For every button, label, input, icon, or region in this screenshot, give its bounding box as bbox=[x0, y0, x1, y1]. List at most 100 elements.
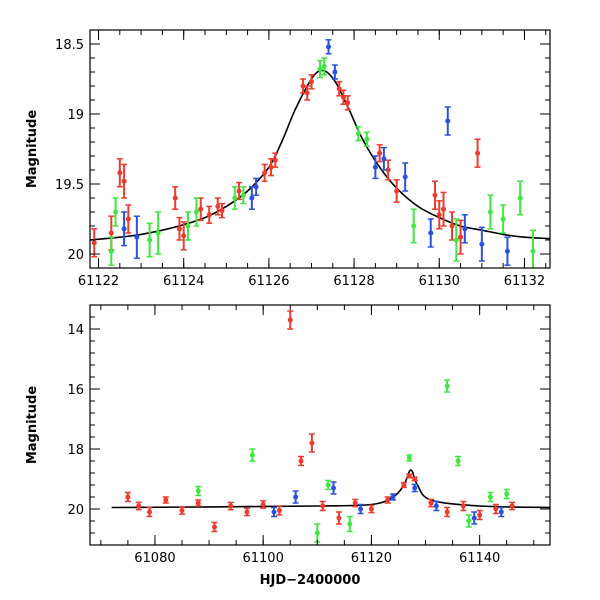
top-blue-data-point bbox=[504, 236, 511, 266]
top-green-data-point bbox=[500, 204, 507, 234]
top-green-data-point bbox=[108, 236, 115, 266]
top-blue-data-point bbox=[372, 155, 379, 180]
top-x-tick-label: 61122 bbox=[78, 274, 119, 289]
top-green-data-point bbox=[355, 125, 362, 142]
bottom-y-tick-label: 18 bbox=[67, 443, 84, 458]
top-red-data-point bbox=[121, 163, 128, 199]
top-y-tick-label: 18.5 bbox=[55, 38, 84, 53]
top-blue-data-point bbox=[331, 64, 338, 80]
bottom-green-data-point bbox=[314, 523, 321, 543]
bottom-blue-data-point bbox=[498, 506, 505, 518]
top-green-data-point bbox=[453, 218, 460, 262]
bottom-blue-data-point bbox=[330, 481, 337, 495]
top-red-data-point bbox=[304, 85, 311, 101]
bottom-red-data-point bbox=[427, 498, 434, 508]
top-model-curve bbox=[90, 69, 550, 241]
top-green-data-point bbox=[529, 229, 536, 268]
top-x-tick-label: 61124 bbox=[163, 274, 204, 289]
top-green-data-point bbox=[363, 131, 370, 147]
top-green-data-point bbox=[155, 211, 162, 255]
top-green-data-point bbox=[317, 60, 323, 79]
top-red-data-point bbox=[344, 95, 351, 111]
top-x-tick-label: 61128 bbox=[333, 274, 374, 289]
top-green-data-point bbox=[517, 180, 524, 216]
top-red-data-point bbox=[236, 181, 243, 201]
bottom-green-data-point bbox=[406, 454, 413, 462]
top-blue-data-point bbox=[380, 146, 387, 171]
top-green-data-point bbox=[487, 194, 494, 230]
bottom-red-data-point bbox=[492, 503, 499, 515]
top-red-data-point bbox=[91, 228, 98, 258]
top-red-data-point bbox=[180, 221, 187, 251]
top-axis-ticks: 61122 61124 61126 61128 61130 61132 18.5 19 19.5… bbox=[55, 29, 550, 289]
top-green-data-point bbox=[231, 186, 238, 210]
bottom-blue-data-point bbox=[433, 500, 440, 512]
bottom-y-axis-label: Magnitude bbox=[25, 386, 40, 465]
top-green-data-point bbox=[184, 211, 191, 241]
bottom-red-data-point bbox=[146, 506, 153, 518]
top-red-data-point bbox=[308, 74, 315, 90]
top-green-data-point bbox=[193, 197, 200, 227]
top-green-data-point bbox=[321, 57, 328, 76]
top-red-data-point bbox=[336, 81, 343, 97]
bottom-red-data-point bbox=[287, 310, 294, 330]
top-red-data-point bbox=[440, 191, 447, 227]
top-red-data-point bbox=[206, 205, 213, 224]
top-blue-data-point bbox=[253, 177, 260, 196]
bottom-blue-data-point bbox=[357, 503, 364, 515]
top-blue-data-point bbox=[427, 218, 434, 248]
bottom-red-data-point bbox=[195, 499, 202, 507]
bottom-red-data-point bbox=[179, 506, 185, 515]
bottom-green-data-point bbox=[487, 491, 494, 503]
bottom-red-data-point bbox=[135, 501, 142, 511]
bottom-red-data-point bbox=[476, 509, 483, 521]
top-red-data-point bbox=[172, 186, 179, 210]
top-blue-data-point bbox=[478, 226, 485, 262]
top-x-tick-label: 61126 bbox=[248, 274, 289, 289]
top-red-data-point bbox=[340, 89, 347, 105]
bottom-x-tick-label: 61080 bbox=[134, 551, 175, 566]
bottom-red-data-point bbox=[411, 476, 418, 482]
top-x-tick-label: 61132 bbox=[504, 274, 545, 289]
top-red-data-point bbox=[125, 204, 132, 234]
bottom-green-data-point bbox=[195, 485, 202, 497]
top-plot-frame bbox=[89, 29, 551, 269]
bottom-green-data-point bbox=[503, 488, 510, 500]
bottom-red-data-point bbox=[400, 481, 407, 489]
bottom-red-data-point bbox=[384, 496, 391, 504]
bottom-green-data-point bbox=[325, 479, 332, 491]
top-red-data-point bbox=[474, 138, 481, 168]
bottom-x-tick-label: 61140 bbox=[459, 551, 500, 566]
top-red-data-point bbox=[272, 152, 279, 168]
bottom-x-axis-label: HJD−2400000 bbox=[260, 573, 361, 588]
bottom-blue-data-point bbox=[292, 490, 299, 504]
top-red-data-point bbox=[197, 197, 204, 222]
bottom-red-data-point bbox=[335, 511, 342, 525]
top-green-data-point bbox=[112, 197, 119, 227]
bottom-red-data-point bbox=[460, 500, 467, 512]
bottom-plot-marks bbox=[111, 310, 550, 543]
bottom-red-data-point bbox=[260, 500, 267, 509]
bottom-green-data-point bbox=[444, 379, 451, 393]
top-y-tick-label: 19.5 bbox=[55, 178, 84, 193]
bottom-x-tick-label: 61100 bbox=[242, 551, 283, 566]
bottom-y-tick-label: 16 bbox=[67, 383, 84, 398]
top-blue-data-point bbox=[461, 214, 468, 244]
top-red-data-point bbox=[393, 179, 400, 203]
bottom-axis-ticks: 61080 61100 61120 61140 14 16 18 20 bbox=[67, 304, 550, 566]
bottom-red-data-point bbox=[368, 504, 375, 514]
bottom-green-data-point bbox=[346, 515, 353, 533]
top-red-data-point bbox=[432, 180, 438, 210]
bottom-light-curve-panel: 61080 61100 61120 61140 14 16 18 20 Magnitude H… bbox=[25, 304, 551, 588]
bottom-y-tick-label: 14 bbox=[67, 323, 84, 338]
bottom-blue-data-point bbox=[271, 506, 277, 518]
top-red-data-point bbox=[219, 202, 226, 219]
top-red-data-point bbox=[299, 78, 306, 94]
top-green-data-point bbox=[146, 222, 153, 258]
bottom-red-data-point bbox=[227, 501, 234, 511]
top-blue-data-point bbox=[402, 162, 409, 192]
bottom-red-data-point bbox=[444, 506, 451, 518]
bottom-green-data-point bbox=[455, 455, 461, 467]
top-red-data-point bbox=[457, 219, 464, 255]
